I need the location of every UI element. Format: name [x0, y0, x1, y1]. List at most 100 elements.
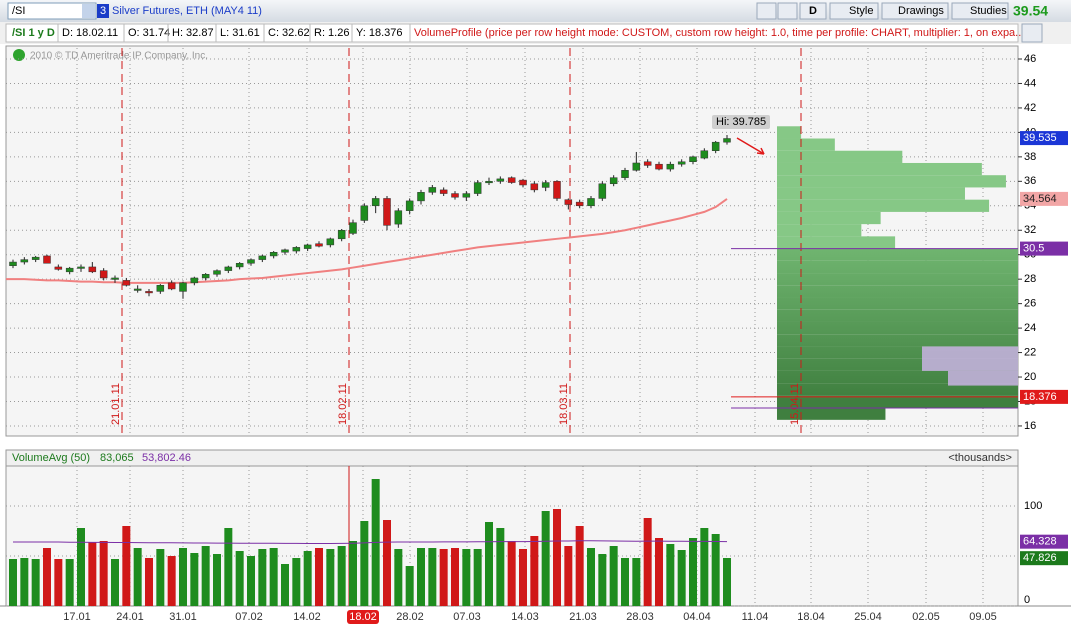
- profile-row: [777, 407, 886, 420]
- chart-icon[interactable]: [1021, 23, 1043, 43]
- volume-bar: [711, 534, 720, 606]
- period[interactable]: D: [809, 5, 817, 17]
- date-label: 24.01: [116, 611, 144, 623]
- candle-body: [122, 280, 131, 286]
- drawings-label[interactable]: Drawings: [898, 5, 944, 17]
- volume-bar: [65, 559, 74, 606]
- candle-body: [632, 162, 641, 171]
- volume-bar: [598, 554, 607, 606]
- style-button[interactable]: [829, 2, 879, 20]
- candle-body: [303, 244, 312, 249]
- volume-bar: [190, 553, 199, 606]
- volume-bar: [609, 546, 618, 606]
- candle-body: [405, 200, 414, 211]
- volume-bar: [677, 550, 686, 606]
- profile-row: [777, 162, 982, 176]
- candle-body: [31, 256, 40, 260]
- tool-button[interactable]: [756, 2, 777, 20]
- candle-body: [190, 277, 199, 284]
- volume-bar: [224, 528, 233, 606]
- candle-body: [700, 150, 709, 159]
- hi-label: Hi: 39.785: [716, 116, 766, 128]
- candle-body: [258, 255, 267, 260]
- y-tick-label: 24: [1024, 322, 1036, 334]
- value-area: [922, 346, 1018, 371]
- volume-units: <thousands>: [948, 452, 1012, 464]
- symbol[interactable]: /SI: [12, 5, 25, 17]
- date-label: 04.04: [683, 611, 711, 623]
- info-icon[interactable]: [13, 49, 25, 61]
- volume-bar: [281, 564, 289, 606]
- candle-body: [643, 161, 652, 166]
- candle-body: [621, 170, 629, 178]
- candle-body: [587, 198, 595, 207]
- volume-bar: [428, 548, 437, 606]
- price-tag-label: 34.564: [1023, 193, 1057, 205]
- candle-body: [111, 277, 119, 280]
- symbol-box[interactable]: [7, 2, 97, 20]
- volume-value: 83,065: [100, 452, 134, 464]
- volume-bar: [201, 546, 210, 606]
- candle-body: [54, 266, 63, 270]
- date-label: 07.02: [235, 611, 263, 623]
- volume-bar: [519, 549, 527, 606]
- volume-bar: [439, 549, 448, 606]
- volume-bar: [77, 528, 85, 606]
- y-tick-label: 36: [1024, 175, 1036, 187]
- drawings-button[interactable]: [881, 2, 949, 20]
- candle-body: [564, 199, 573, 205]
- description: Silver Futures, ETH (MAY4 11): [112, 5, 262, 17]
- style-label[interactable]: Style: [849, 5, 873, 17]
- candle-body: [666, 163, 675, 170]
- candle-body: [689, 156, 697, 163]
- candle-body: [677, 161, 686, 165]
- price-tag: [1020, 191, 1068, 206]
- studies-label[interactable]: Studies: [970, 5, 1007, 17]
- header-field: C: 32.62: [268, 27, 310, 39]
- volume-bar: [496, 528, 505, 606]
- profile-row: [777, 260, 1018, 274]
- header-label: /SI 1 y D: [12, 27, 55, 39]
- period-button[interactable]: [799, 2, 827, 20]
- volume-bar: [337, 546, 346, 606]
- profile-row: [777, 309, 1018, 322]
- candle-body: [519, 179, 527, 186]
- header-box: [5, 23, 1019, 43]
- candle-body: [88, 266, 97, 273]
- header-field: H: 32.87: [172, 27, 214, 39]
- studies-button[interactable]: [951, 2, 1009, 20]
- y-tick-label: 0: [1024, 594, 1030, 606]
- profile-row: [777, 175, 1006, 188]
- candle-body: [451, 193, 459, 198]
- volume-bar: [700, 528, 709, 606]
- tool-button[interactable]: [777, 2, 798, 20]
- candle-body: [473, 182, 482, 194]
- candle-body: [326, 238, 335, 246]
- dropdown[interactable]: [82, 4, 95, 18]
- candle-body: [609, 177, 618, 185]
- y-tick-label: 20: [1024, 371, 1036, 383]
- date-label: 28.03: [626, 611, 654, 623]
- candle-body: [417, 192, 425, 202]
- price-tag-label: 39.535: [1023, 132, 1057, 144]
- candle-body: [9, 261, 17, 266]
- profile-row: [777, 224, 862, 237]
- price-tag: [1020, 534, 1068, 549]
- y-tick-label: 32: [1024, 224, 1036, 236]
- volume-bar: [564, 546, 573, 606]
- volume-bar: [133, 548, 142, 606]
- volume-bar: [621, 558, 629, 606]
- volume-bar: [541, 511, 550, 606]
- header-field: O: 31.74: [128, 27, 170, 39]
- volume-bar: [485, 522, 493, 606]
- price-tag-label: 64.328: [1023, 536, 1057, 548]
- volume-bar: [643, 518, 652, 606]
- y-tick-label: 38: [1024, 151, 1036, 163]
- volume-bar: [31, 559, 40, 606]
- volume-bar: [383, 520, 391, 606]
- profile-row: [777, 395, 1018, 408]
- volume-bar: [632, 558, 641, 606]
- price-tag-label: 18.376: [1023, 391, 1057, 403]
- volume-bar: [451, 548, 459, 606]
- badge: 3: [100, 5, 106, 17]
